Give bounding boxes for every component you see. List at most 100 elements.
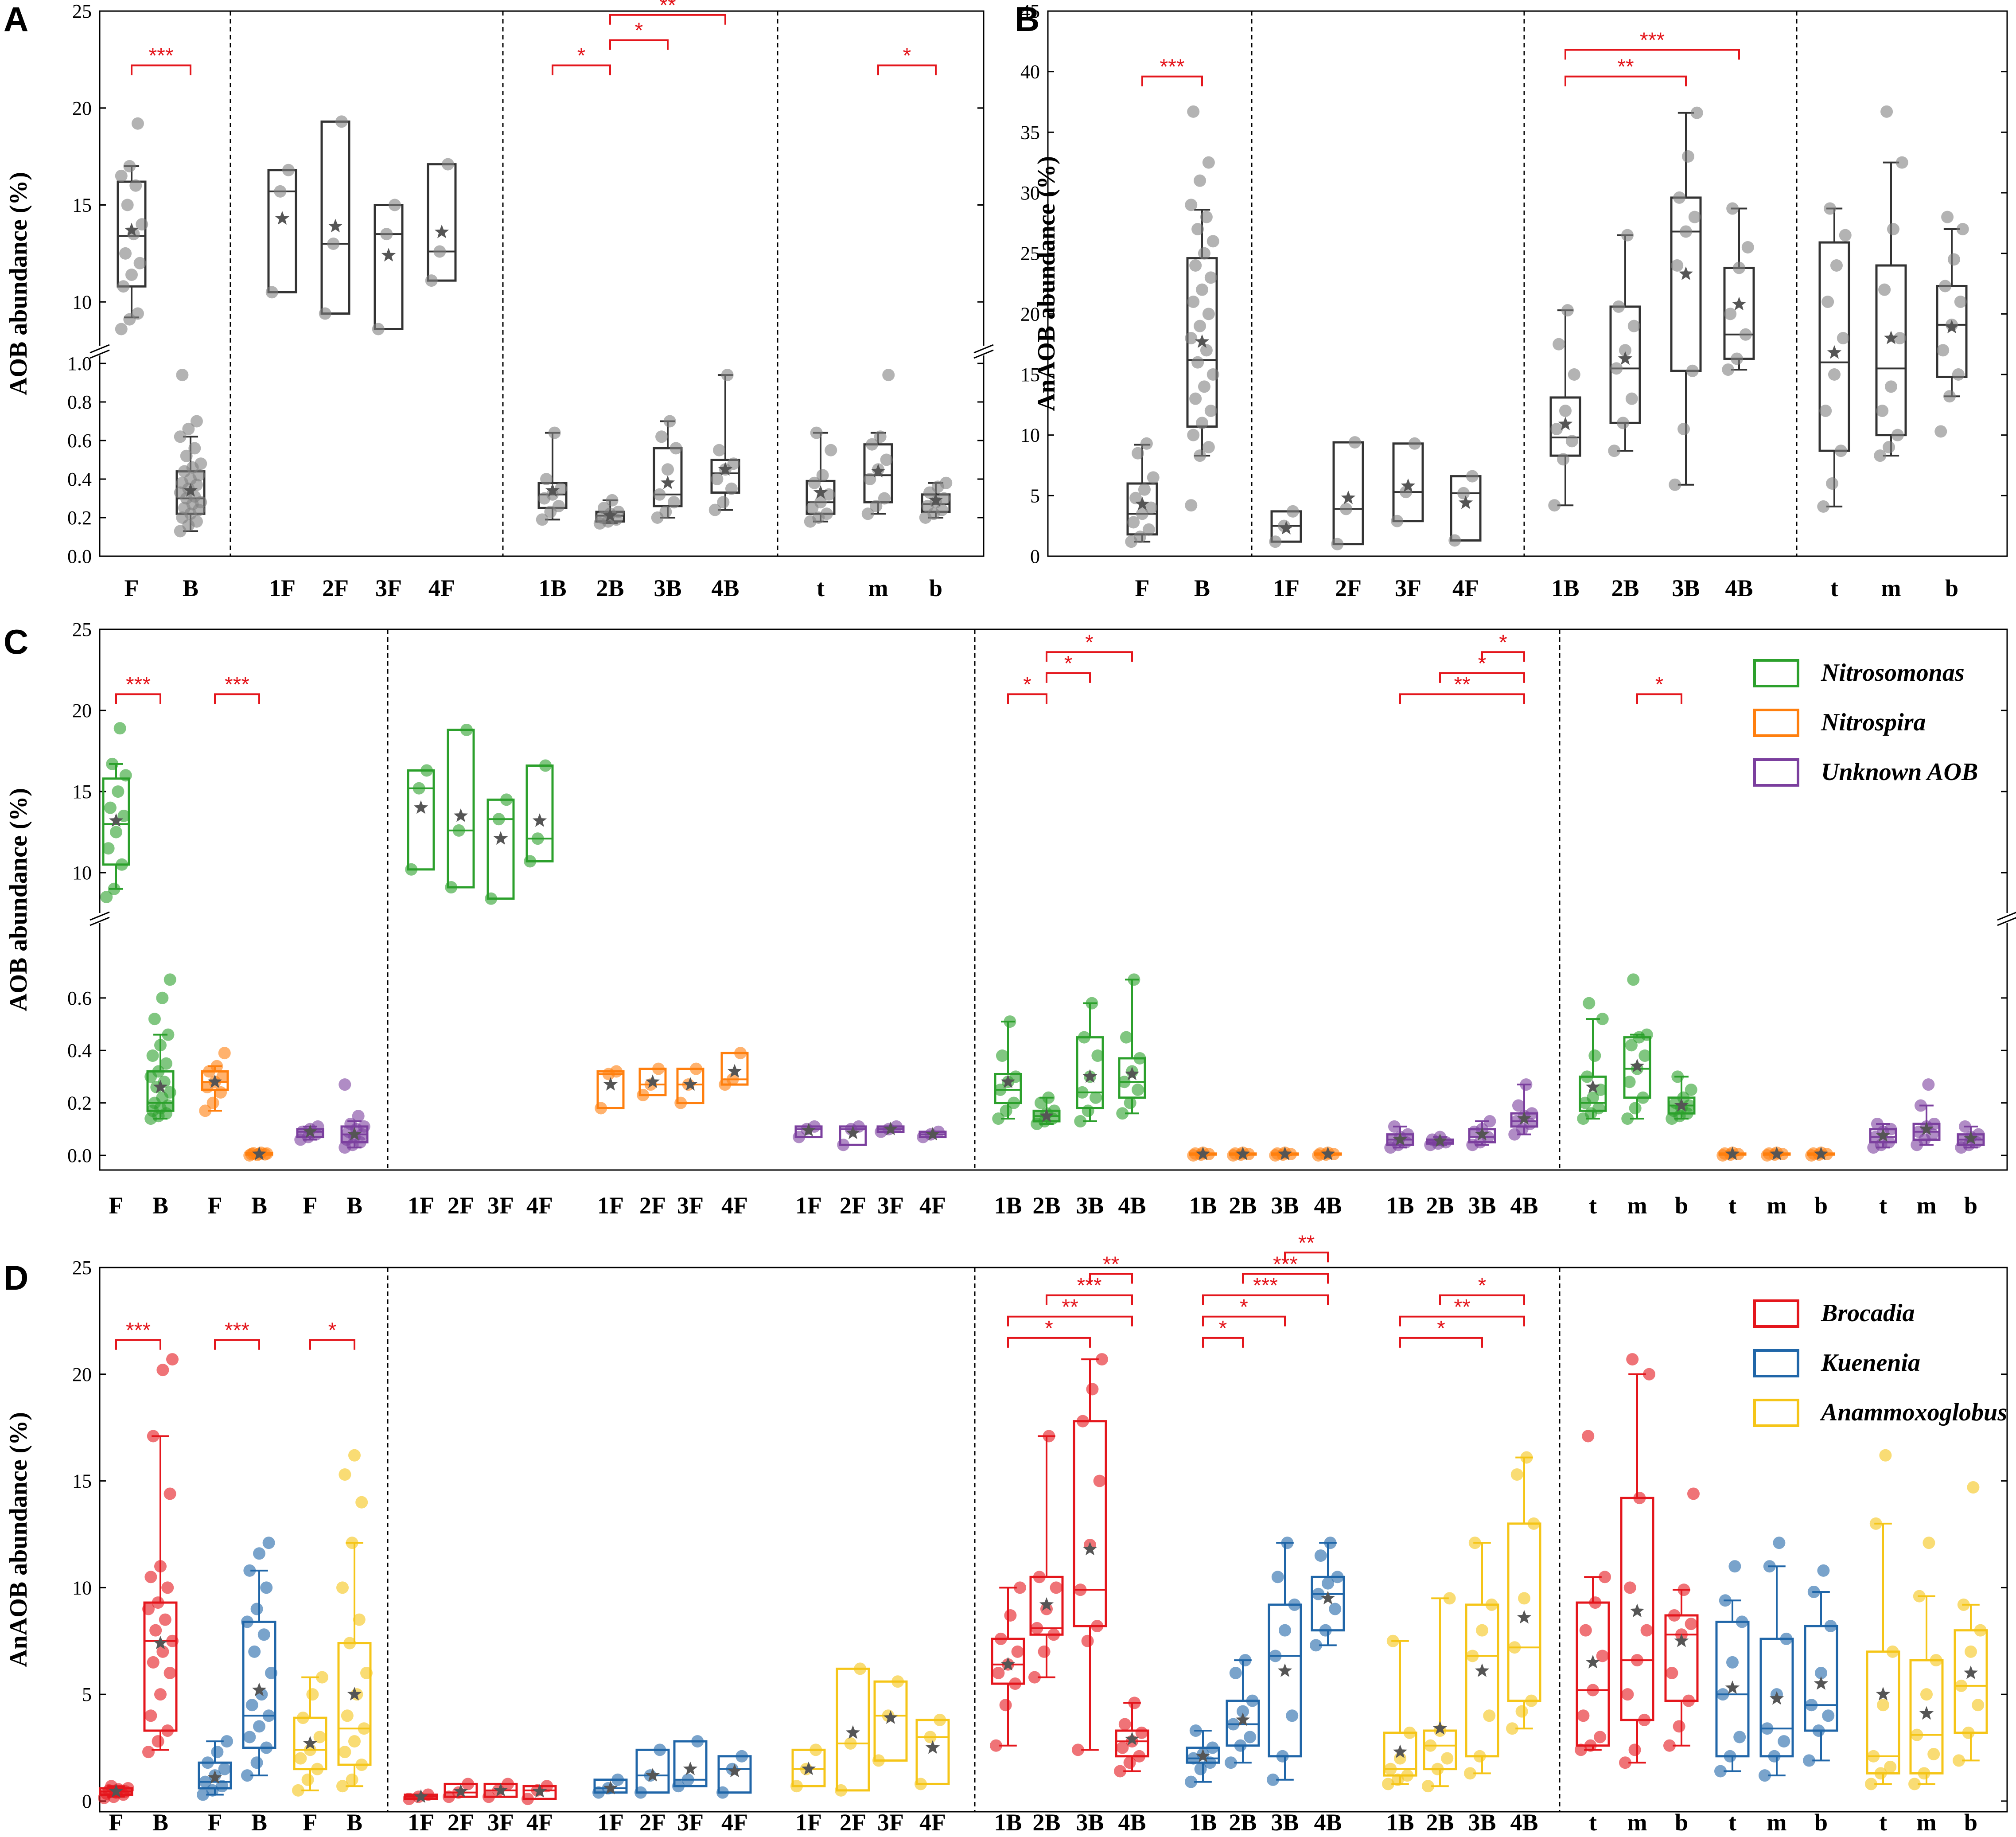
data-point [425, 274, 438, 287]
data-point [1244, 1731, 1257, 1743]
data-point [1246, 1694, 1259, 1707]
panel-D: D AnAOB abundance (%) 0 5 10 15 20 25 F B F B F B 1F 2F… [4, 1231, 2008, 1836]
data-point [1923, 1537, 1935, 1549]
box-m: m [1908, 1537, 1944, 1836]
legend-item: Nitrospira [1753, 709, 1926, 737]
mean-star [153, 1080, 168, 1093]
mean-star [1475, 1127, 1490, 1141]
data-point [531, 832, 544, 845]
mean-star [1000, 1074, 1016, 1088]
data-point [820, 507, 833, 520]
data-point [1557, 453, 1570, 466]
box [1936, 285, 1968, 378]
data-point [1191, 223, 1204, 235]
data-point [734, 1047, 747, 1060]
data-point [655, 430, 668, 443]
legend-item: Anammoxoglobus [1753, 1399, 2007, 1427]
data-point [1129, 491, 1142, 504]
box-m: m [1874, 105, 1908, 601]
data-point [115, 323, 128, 335]
data-point [1669, 478, 1681, 491]
data-point [1958, 1120, 1971, 1133]
sig-bracket: * [1046, 652, 1091, 683]
mean-star [1135, 496, 1150, 511]
legend-swatch [1753, 758, 1799, 787]
mean-star [303, 1736, 318, 1750]
data-point [161, 1581, 174, 1594]
plot-frame [99, 1267, 2008, 1813]
data-point [352, 1110, 365, 1123]
data-point [808, 476, 821, 489]
category-label: 4B [1314, 1809, 1342, 1836]
plot-frame [1047, 10, 2008, 557]
data-point [672, 1780, 685, 1793]
data-point [669, 442, 682, 455]
legend-label: Kuenenia [1821, 1349, 1920, 1377]
data-point [1824, 1620, 1837, 1633]
data-point [634, 1786, 647, 1799]
box [1450, 475, 1482, 542]
data-point [1939, 280, 1952, 293]
sig-label: *** [1640, 28, 1665, 52]
y-tick-label: 10 [72, 291, 92, 313]
data-point [1267, 1773, 1279, 1786]
sig-label: ** [1103, 1252, 1119, 1276]
data-point [708, 503, 721, 516]
box-3F: 3F [372, 199, 404, 601]
sig-label: *** [1253, 1274, 1278, 1298]
data-point [1677, 1583, 1690, 1596]
data-point [1118, 1076, 1131, 1088]
data-point [253, 1720, 265, 1733]
data-point [413, 782, 425, 795]
data-point [1441, 1752, 1454, 1765]
data-point [445, 881, 458, 894]
data-point [1466, 470, 1479, 483]
box [635, 1748, 670, 1794]
category-label: t [1589, 1809, 1597, 1836]
mean-star [1944, 320, 1959, 334]
data-point [1229, 1666, 1242, 1679]
box-1B: 1B [1382, 1634, 1417, 1836]
category-label: m [1627, 1809, 1647, 1836]
category-label: b [1814, 1192, 1828, 1219]
data-point [142, 1746, 155, 1759]
data-point [1805, 1699, 1818, 1712]
box [791, 1748, 826, 1787]
data-point [1202, 441, 1215, 453]
box-1F: 1F [595, 1065, 625, 1219]
data-point [248, 1645, 261, 1658]
category-label: b [1814, 1809, 1828, 1836]
data-point [243, 1731, 256, 1743]
data-point [1189, 259, 1202, 272]
data-point [1943, 390, 1956, 403]
box-2B: 2B [1608, 229, 1641, 601]
sig-line [214, 1339, 260, 1350]
box-b: b [919, 476, 953, 601]
box-3F: 3F [674, 1062, 704, 1219]
y-tick-label: 5 [1030, 485, 1040, 507]
box-4F: 4F [1448, 470, 1482, 601]
sig-label: * [1045, 1317, 1053, 1340]
category-label: m [868, 575, 888, 601]
box-3B: 3B [1267, 1537, 1302, 1836]
data-point [1625, 1039, 1638, 1052]
category-label: 4B [1118, 1192, 1146, 1219]
data-point [144, 1571, 157, 1583]
data-point [1096, 1353, 1108, 1366]
data-point [1733, 1731, 1746, 1743]
data-point [1891, 429, 1904, 441]
data-point [195, 457, 207, 470]
category-label: 3B [1468, 1809, 1496, 1836]
category-label: t [1728, 1192, 1736, 1219]
axis-break-mark [1997, 912, 2016, 921]
legend-item: Kuenenia [1753, 1349, 1920, 1377]
mean-star [1432, 1133, 1448, 1147]
mean-star [413, 1789, 428, 1803]
data-point [1204, 1756, 1217, 1769]
box [1664, 1614, 1699, 1702]
axis-break-mark [973, 349, 994, 359]
mean-star [1630, 1058, 1645, 1073]
mean-star [1876, 1687, 1891, 1700]
data-point [1579, 1624, 1592, 1637]
data-point [116, 858, 128, 871]
